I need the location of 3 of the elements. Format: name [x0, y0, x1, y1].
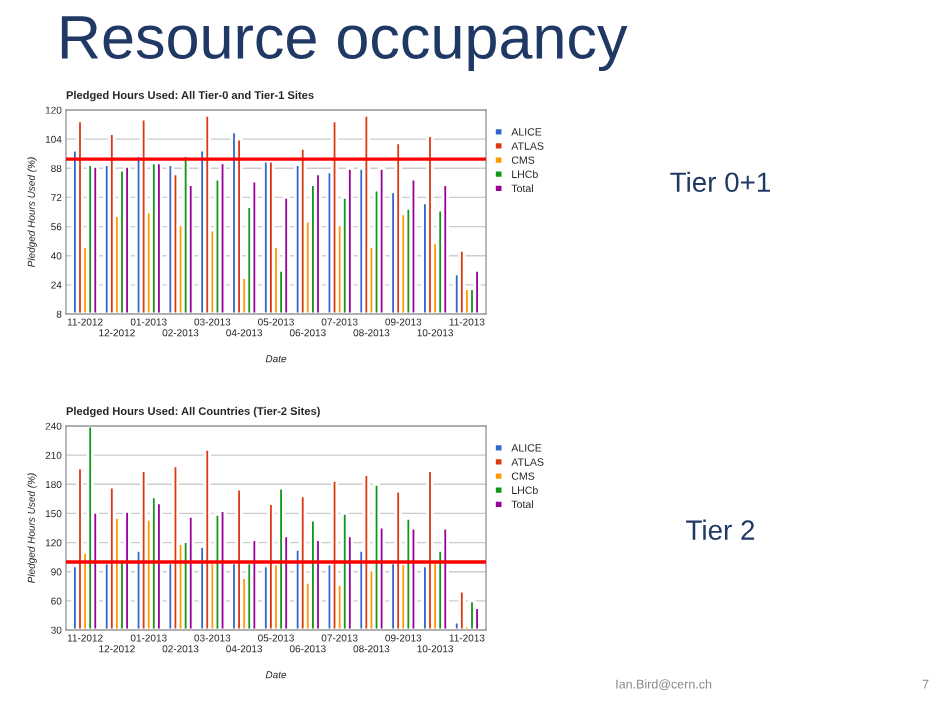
text: Tier 0+1	[670, 171, 770, 193]
text: Resource occupancy	[61, 16, 628, 72]
text: Tier 2	[686, 519, 755, 540]
